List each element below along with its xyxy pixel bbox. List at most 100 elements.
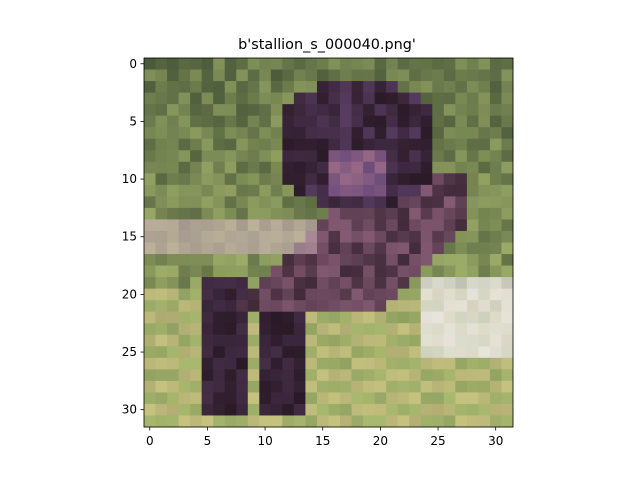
image-pixel [466,173,479,186]
image-pixel [351,219,364,232]
image-pixel [328,69,341,82]
image-pixel [270,323,283,336]
image-pixel [155,150,168,163]
image-pixel [155,334,168,347]
image-pixel [201,415,214,428]
image-pixel [489,369,502,382]
image-pixel [316,92,329,105]
image-pixel [247,288,260,301]
image-pixel [155,265,168,278]
image-pixel [259,392,272,405]
image-pixel [305,300,318,313]
image-pixel [363,207,376,220]
image-pixel [167,254,179,266]
image-pixel [224,242,237,255]
image-pixel [155,230,168,243]
image-pixel [236,277,249,290]
image-pixel [409,323,422,336]
image-pixel [190,254,203,266]
image-pixel [155,288,168,301]
image-pixel [363,265,376,278]
image-pixel [420,392,433,405]
image-pixel [363,254,376,266]
image-pixel [409,173,422,186]
image-pixel [282,219,295,232]
image-pixel [236,69,249,82]
image-pixel [420,346,433,359]
image-pixel [340,277,352,290]
image-pixel [455,380,468,393]
image-pixel [155,92,168,105]
image-pixel [213,254,226,266]
image-pixel [190,184,203,197]
image-pixel [259,369,272,382]
image-pixel [259,161,272,174]
image-pixel [455,161,468,174]
image-pixel [501,369,514,382]
image-pixel [144,150,156,163]
image-pixel [489,323,502,336]
image-pixel [501,69,514,82]
image-pixel [236,115,249,128]
image-pixel [501,81,514,93]
image-pixel [247,184,260,197]
image-pixel [478,207,491,220]
image-pixel [340,300,352,313]
image-pixel [443,69,456,82]
image-pixel [351,357,364,370]
image-pixel [351,277,364,290]
image-pixel [167,277,179,290]
image-pixel [236,415,249,428]
image-pixel [374,277,387,290]
image-pixel [305,265,318,278]
image-pixel [167,300,179,313]
image-pixel [167,127,179,140]
image-pixel [409,58,422,70]
image-pixel [155,346,168,359]
image-pixel [178,81,191,93]
image-pixel [155,242,168,255]
image-pixel [420,69,433,82]
image-pixel [340,392,352,405]
image-pixel [466,219,479,232]
image-pixel [455,138,468,151]
image-pixel [305,346,318,359]
image-pixel [386,380,399,393]
image-pixel [374,369,387,382]
image-pixel [247,415,260,428]
image-pixel [305,69,318,82]
image-pixel [443,357,456,370]
image-pixel [167,115,179,128]
image-pixel [386,369,399,382]
image-pixel [409,81,422,93]
image-pixel [201,173,214,186]
image-pixel [305,92,318,105]
image-pixel [144,288,156,301]
image-pixel [351,300,364,313]
image-pixel [293,334,306,347]
image-pixel [167,58,179,70]
image-pixel [455,288,468,301]
image-pixel [201,58,214,70]
image-pixel [501,242,514,255]
image-pixel [478,300,491,313]
image-pixel [213,311,226,324]
image-pixel [144,127,156,140]
image-pixel [201,277,214,290]
image-pixel [270,69,283,82]
image-pixel [409,265,422,278]
image-pixel [224,277,237,290]
image-pixel [501,323,514,336]
image-pixel [155,69,168,82]
image-pixel [293,369,306,382]
image-pixel [155,415,168,428]
image-pixel [489,207,502,220]
image-pixel [247,92,260,105]
image-pixel [386,115,399,128]
image-pixel [167,92,179,105]
image-pixel [247,323,260,336]
image-pixel [224,196,237,209]
image-pixel [224,254,237,266]
image-pixel [420,323,433,336]
image-pixel [340,403,352,416]
